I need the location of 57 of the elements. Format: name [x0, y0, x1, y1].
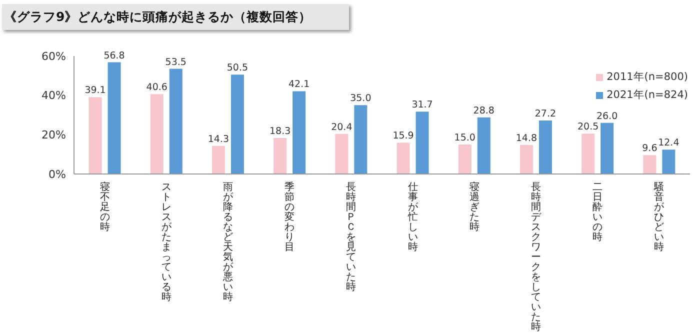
data-label: 15.9 — [392, 130, 414, 142]
bar — [662, 150, 676, 174]
data-label: 9.6 — [642, 143, 658, 154]
data-label: 15.0 — [454, 132, 476, 144]
x-tick-label: 騒音がひどい時 — [653, 182, 666, 253]
bar — [643, 155, 656, 174]
x-tick-label: 仕事が忙しい時 — [406, 182, 419, 253]
data-label: 14.3 — [208, 134, 230, 145]
data-label: 20.4 — [331, 122, 352, 133]
x-tick-label: 季節の変わり目 — [284, 181, 295, 253]
bar — [212, 146, 225, 174]
bar — [88, 97, 102, 174]
category-label: 長時間デスクワークをしていた時 — [531, 182, 541, 333]
data-label: 40.6 — [146, 82, 168, 94]
data-label: 26.0 — [596, 110, 618, 122]
bar — [292, 91, 306, 174]
data-label: 53.5 — [165, 56, 186, 68]
data-label: 12.4 — [658, 138, 680, 149]
bar — [477, 117, 490, 174]
bar — [416, 112, 429, 174]
bar — [520, 144, 533, 174]
bar — [354, 105, 368, 174]
bar — [538, 120, 552, 174]
category-label: 長時間ＰＣを見ていた時 — [346, 182, 356, 293]
legend-label: 2021年(n=824) — [606, 88, 688, 102]
y-tick-label: 40% — [42, 89, 66, 102]
x-tick-label: 寝不足の時 — [100, 181, 110, 233]
data-label: 14.8 — [516, 132, 538, 144]
bar — [230, 74, 244, 174]
bar — [396, 142, 410, 174]
bar — [108, 62, 121, 174]
data-label: 39.1 — [84, 85, 106, 96]
chart-title: 《グラフ9》どんな時に頭痛が起きるか（複数回答） — [2, 4, 349, 30]
data-label: 27.2 — [534, 108, 556, 120]
data-label: 31.7 — [412, 100, 433, 111]
bar — [274, 138, 287, 174]
data-label: 50.5 — [226, 62, 248, 74]
data-label: 35.0 — [350, 93, 372, 104]
bar — [335, 134, 348, 174]
category-label: ストレスがたまっている時 — [161, 182, 172, 303]
bar — [150, 94, 164, 174]
data-label: 20.5 — [578, 122, 599, 133]
y-tick-label: 60% — [42, 50, 66, 63]
legend-label: 2011年(n=800) — [606, 70, 688, 84]
y-tick-label: 20% — [42, 128, 66, 142]
data-label: 18.3 — [270, 126, 291, 138]
bar — [458, 144, 472, 174]
x-tick-label: 寝過ぎた時 — [469, 181, 480, 233]
category-label: 雨が降るなど天気が悪い時 — [223, 182, 233, 303]
bar — [600, 122, 614, 174]
bar — [582, 134, 595, 174]
y-tick-label: 0% — [48, 168, 66, 181]
bar — [169, 68, 182, 174]
data-label: 28.8 — [473, 105, 494, 116]
data-label: 42.1 — [288, 79, 310, 90]
x-tick-label: 二日酔いの時 — [592, 182, 603, 243]
data-label: 56.8 — [104, 50, 125, 62]
